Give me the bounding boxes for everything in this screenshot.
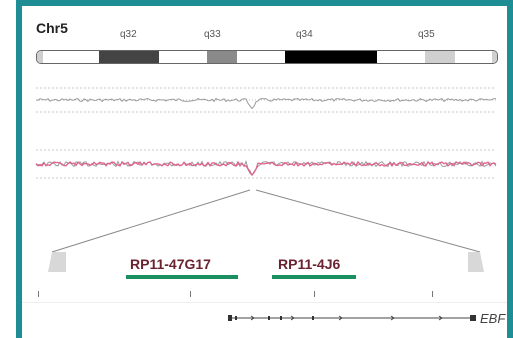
ideogram-band-segment — [492, 51, 497, 63]
band-label-q34: q34 — [296, 29, 313, 40]
ideogram-band-segment — [99, 51, 159, 63]
strand-arrow — [250, 315, 255, 321]
gene-track — [228, 315, 476, 321]
coordinate-tick — [314, 291, 315, 297]
chromosome-ideogram — [36, 50, 498, 64]
coordinate-tick — [432, 291, 433, 297]
strand-arrow — [438, 315, 443, 321]
gene-exon — [312, 316, 314, 320]
gene-exon — [228, 315, 232, 321]
upper-copy-number-trace — [35, 97, 497, 110]
strand-arrow — [390, 315, 395, 321]
ruler-divider — [22, 302, 507, 303]
figure-panel: Chr5 q32 q33 q34 q35 — [22, 6, 507, 338]
zoom-marker-right — [468, 252, 484, 272]
gene-exon — [268, 316, 270, 320]
chromosome-label: Chr5 — [36, 20, 68, 36]
lower-trace-panel — [35, 149, 497, 179]
clone-bar-2 — [272, 275, 356, 279]
gene-label: EBF — [480, 311, 506, 326]
ideogram-band-segment — [285, 51, 377, 63]
coordinate-tick — [190, 291, 191, 297]
strand-arrow — [338, 315, 343, 321]
gene-exon — [235, 316, 237, 320]
zoom-connector — [48, 189, 484, 272]
strand-arrow — [290, 315, 295, 321]
ideogram-band-segment — [37, 51, 43, 63]
lower-copy-number-trace — [35, 160, 497, 176]
band-label-q32: q32 — [120, 29, 137, 40]
trace-canvas — [35, 87, 497, 321]
band-label-q33: q33 — [204, 29, 221, 40]
ideogram-band-segment — [207, 51, 237, 63]
lower-reference-trace — [35, 160, 497, 177]
coordinate-tick — [38, 291, 39, 297]
clone-label-2: RP11-4J6 — [278, 256, 341, 272]
band-label-q35: q35 — [418, 29, 435, 40]
zoom-line-left — [51, 189, 251, 253]
zoom-line-right — [255, 189, 481, 253]
clone-bar-1 — [126, 275, 238, 279]
clone-label-1: RP11-47G17 — [130, 256, 211, 272]
ideogram-band-segment — [425, 51, 455, 63]
zoom-marker-left — [48, 252, 66, 272]
gene-exon — [470, 315, 476, 321]
gene-exon — [280, 316, 282, 320]
upper-trace-panel — [35, 87, 497, 113]
